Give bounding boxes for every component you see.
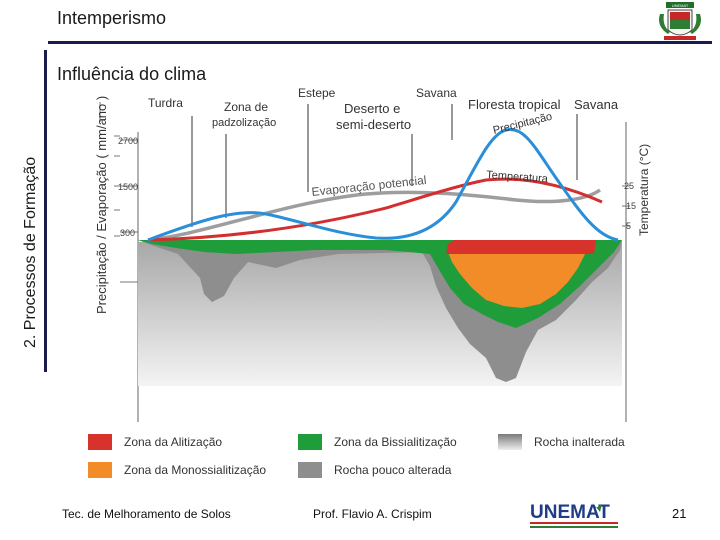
biome-label: semi-deserto <box>336 117 411 132</box>
legend-label: Zona da Alitização <box>124 435 222 449</box>
evaporation-curve <box>147 188 602 242</box>
institution-seal-logo: UNEMAT <box>659 2 701 40</box>
right-tick-label: 5 <box>626 221 631 231</box>
legend-label: Zona da Monossialitização <box>124 463 266 477</box>
biome-label: Savana <box>574 97 619 112</box>
biome-label: padzolização <box>212 117 276 129</box>
climate-weathering-diagram: 2700 1500 300 Precipitação / Evaporação … <box>88 86 651 478</box>
slide-title: Intemperismo <box>57 8 167 28</box>
title-divider <box>48 41 712 44</box>
legend-label: Zona da Bissialitização <box>334 435 457 449</box>
section-side-label: 2. Processos de Formação <box>22 156 39 348</box>
biome-label: Turdra <box>148 96 183 110</box>
left-tick-label: 300 <box>120 228 135 238</box>
legend-swatch-monossialitizacao <box>88 462 112 478</box>
right-tick-label: 25 <box>624 181 634 191</box>
legend-swatch-rocha-inalterada <box>498 434 522 450</box>
legend-label: Rocha pouco alterada <box>334 463 452 477</box>
right-tick-label: 15 <box>626 201 636 211</box>
alitizacao-zone-shape <box>446 240 596 254</box>
legend-label: Rocha inalterada <box>534 435 625 449</box>
monossialitizacao-zone-shape <box>448 252 586 308</box>
footer-course-name: Tec. de Melhoramento de Solos <box>62 507 231 521</box>
biome-label: Zona de <box>224 100 268 114</box>
unemat-logo: UNEMAT <box>530 502 618 528</box>
precipitation-curve <box>147 128 619 242</box>
section-subtitle: Influência do clima <box>57 64 207 84</box>
page-number: 21 <box>672 506 687 521</box>
temperature-curve <box>147 177 603 242</box>
svg-text:UNEMAT: UNEMAT <box>672 3 689 8</box>
left-tick-label: 1500 <box>118 182 138 192</box>
svg-text:UNEMAT: UNEMAT <box>530 502 610 523</box>
biome-label: Savana <box>416 86 457 100</box>
footer-professor-name: Prof. Flavio A. Crispim <box>313 507 432 521</box>
right-axis-title: Temperatura (°C) <box>637 144 651 236</box>
legend-swatch-bissialitizacao <box>298 434 322 450</box>
temperature-label: Temperatura <box>486 169 549 185</box>
side-divider <box>44 50 47 372</box>
biome-label: Estepe <box>298 86 336 100</box>
legend-swatch-rocha-pouco-alterada <box>298 462 322 478</box>
left-tick-label: 2700 <box>118 136 138 146</box>
biome-label: Floresta tropical <box>468 97 561 112</box>
legend-swatch-alitizacao <box>88 434 112 450</box>
left-axis-title: Precipitação / Evaporação ( mm/ano ) <box>94 96 109 314</box>
biome-label: Deserto e <box>344 101 400 116</box>
